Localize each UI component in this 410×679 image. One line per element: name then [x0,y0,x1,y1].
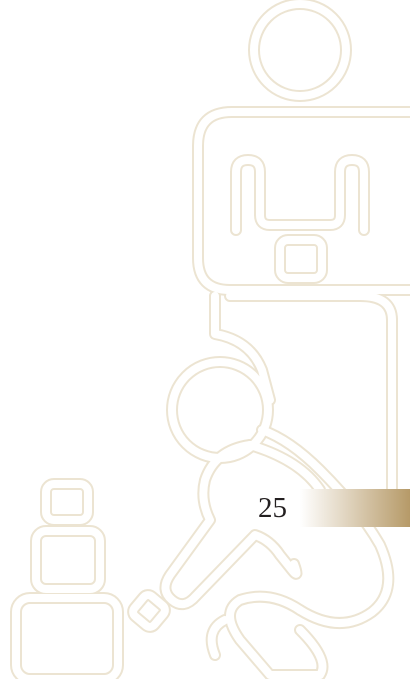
page-number-band [300,489,410,527]
page-number: 25 [258,490,287,526]
page: 25 (() => { const data = JSON.parse(docu… [0,0,410,679]
illustration [0,0,410,679]
line-art-fill [16,4,410,679]
